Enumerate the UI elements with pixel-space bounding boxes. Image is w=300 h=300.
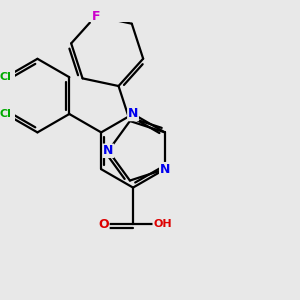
Text: N: N [103, 144, 113, 157]
Text: O: O [98, 218, 109, 231]
Text: N: N [128, 107, 138, 121]
Text: N: N [160, 163, 170, 176]
Text: Cl: Cl [0, 109, 11, 119]
Text: OH: OH [153, 219, 172, 230]
Text: Cl: Cl [0, 72, 11, 82]
Text: F: F [92, 10, 100, 22]
